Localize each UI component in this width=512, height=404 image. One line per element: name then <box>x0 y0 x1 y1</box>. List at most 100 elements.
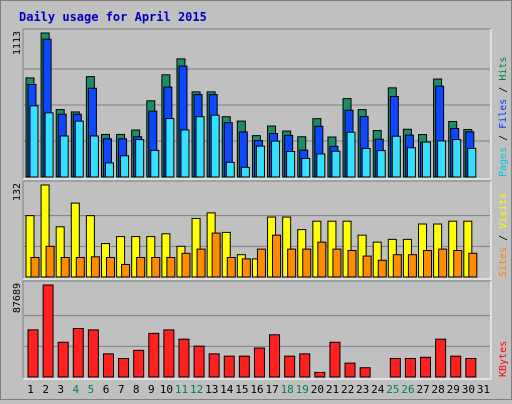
bar-sites-day-25 <box>392 254 402 278</box>
bar-kbytes-day-18 <box>284 355 296 378</box>
bar-sites-day-12 <box>196 248 206 278</box>
series-pages <box>29 105 477 178</box>
panel-border-dark <box>22 28 491 179</box>
legend-files: Files <box>498 99 509 129</box>
bar-visits-day-12 <box>191 217 201 278</box>
bar-pages-day-19 <box>301 157 311 178</box>
bar-kbytes-day-29 <box>450 355 462 378</box>
bar-visits-day-3 <box>55 226 65 278</box>
legend-text: Pages / Files / Hits <box>498 57 509 177</box>
x-tick-day-11: 11 <box>175 383 188 396</box>
bar-kbytes-day-8 <box>133 349 145 378</box>
bar-visits-day-14 <box>221 231 231 278</box>
x-tick-day-19: 19 <box>296 383 309 396</box>
bar-kbytes-day-22 <box>344 362 356 378</box>
x-tick-day-14: 14 <box>220 383 234 396</box>
bar-visits-day-30 <box>463 220 473 278</box>
panel-sites_visits: 132 Sites / Visits <box>12 180 509 280</box>
bar-visits-day-1 <box>25 215 35 278</box>
chart-title: Daily usage for April 2015 <box>19 10 207 24</box>
x-tick-day-1: 1 <box>27 383 34 396</box>
bar-pages-day-20 <box>316 153 326 178</box>
bar-visits-day-22 <box>342 220 352 278</box>
x-tick-day-18: 18 <box>281 383 294 396</box>
bar-sites-day-19 <box>302 248 312 278</box>
series-sites <box>30 232 478 278</box>
bar-kbytes-day-14 <box>223 355 235 378</box>
legend-separator: / <box>498 129 509 147</box>
bar-sites-day-20 <box>317 241 327 278</box>
x-tick-day-29: 29 <box>447 383 460 396</box>
bar-sites-day-21 <box>332 248 342 278</box>
bar-kbytes-day-27 <box>420 356 432 378</box>
panel-legend: Sites / Visits <box>498 193 509 277</box>
bar-kbytes-day-23 <box>359 367 371 378</box>
x-tick-day-23: 23 <box>356 383 369 396</box>
panel-border-dark <box>22 180 491 279</box>
x-tick-day-17: 17 <box>265 383 278 396</box>
bar-kbytes-day-28 <box>435 338 447 378</box>
panel-border-light <box>23 29 492 180</box>
x-tick-day-3: 3 <box>57 383 64 396</box>
bar-pages-day-2 <box>44 112 54 178</box>
bar-visits-day-5 <box>85 215 95 278</box>
legend-text: Sites / Visits <box>498 193 509 277</box>
bar-pages-day-23 <box>361 148 371 178</box>
bar-kbytes-day-30 <box>465 357 477 378</box>
bar-kbytes-day-10 <box>163 329 175 378</box>
x-tick-day-12: 12 <box>190 383 203 396</box>
bar-visits-day-7 <box>116 236 126 278</box>
x-tick-day-8: 8 <box>133 383 140 396</box>
panel-legend: KBytes <box>498 341 509 377</box>
legend-sites: Sites <box>498 247 509 277</box>
bar-pages-day-14 <box>225 161 235 178</box>
bar-visits-day-29 <box>448 220 458 278</box>
bar-pages-day-13 <box>210 114 220 178</box>
bar-kbytes-day-6 <box>102 353 114 378</box>
bar-sites-day-6 <box>105 256 115 278</box>
bar-sites-day-11 <box>181 252 191 278</box>
bar-kbytes-day-11 <box>178 338 190 378</box>
bar-pages-day-5 <box>89 135 99 178</box>
bar-pages-day-6 <box>104 162 114 178</box>
bar-sites-day-9 <box>151 256 161 278</box>
bar-kbytes-day-9 <box>148 332 160 378</box>
bar-pages-day-9 <box>150 149 160 178</box>
legend-hits: Hits <box>498 57 509 81</box>
bar-sites-day-1 <box>30 256 40 278</box>
bar-sites-day-18 <box>287 248 297 278</box>
bar-pages-day-26 <box>406 147 416 178</box>
x-tick-day-26: 26 <box>401 383 414 396</box>
bar-pages-day-25 <box>391 135 401 178</box>
bar-kbytes-day-7 <box>118 357 130 378</box>
x-tick-day-16: 16 <box>250 383 263 396</box>
bar-pages-day-22 <box>346 131 356 178</box>
bar-visits-day-10 <box>161 233 171 278</box>
bar-pages-day-24 <box>376 150 386 178</box>
bar-sites-day-10 <box>166 256 176 278</box>
bar-sites-day-27 <box>423 250 433 278</box>
bar-pages-day-18 <box>286 151 296 178</box>
x-tick-day-13: 13 <box>205 383 218 396</box>
bar-pages-day-30 <box>467 147 477 178</box>
bar-kbytes-day-12 <box>193 345 205 378</box>
bar-sites-day-24 <box>377 259 387 278</box>
bar-sites-day-4 <box>75 256 85 278</box>
bar-sites-day-23 <box>362 255 372 278</box>
series-kbytes <box>27 284 477 378</box>
bar-sites-day-30 <box>468 252 478 278</box>
bar-pages-day-27 <box>422 141 432 178</box>
bar-sites-day-17 <box>272 234 282 278</box>
legend-visits: Visits <box>498 193 509 229</box>
x-tick-day-28: 28 <box>432 383 445 396</box>
x-tick-day-31: 31 <box>477 383 490 396</box>
panel-border-dark <box>22 280 491 379</box>
x-tick-day-25: 25 <box>386 383 399 396</box>
bar-sites-day-2 <box>45 245 55 278</box>
x-tick-day-6: 6 <box>103 383 110 396</box>
bar-pages-day-21 <box>331 150 341 178</box>
bar-sites-day-16 <box>256 248 266 278</box>
bar-sites-day-28 <box>438 248 448 278</box>
